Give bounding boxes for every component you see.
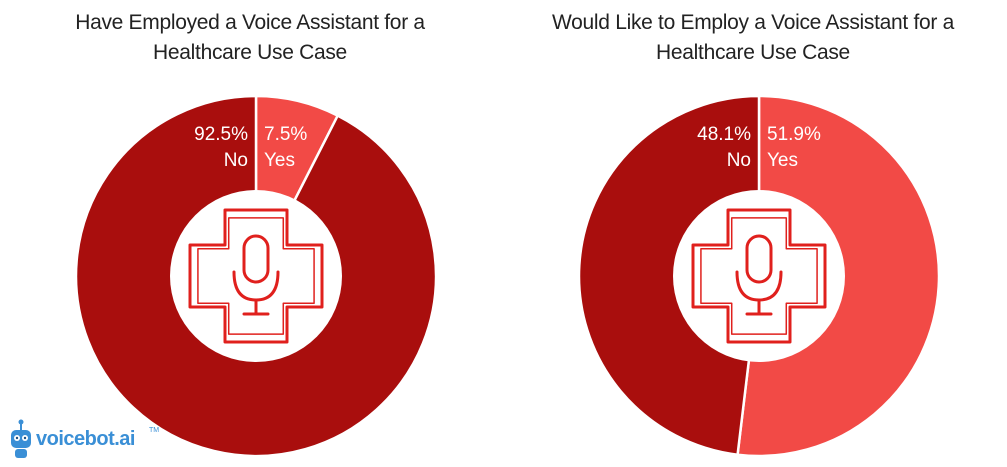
cross-outline bbox=[188, 208, 324, 344]
donut-chart-employed: 7.5% Yes 92.5% No bbox=[74, 94, 438, 458]
data-label-yes: Yes bbox=[264, 150, 295, 171]
mic-capsule bbox=[242, 234, 270, 284]
data-label-no: No bbox=[727, 150, 751, 171]
data-label-yes-percent: 51.9% bbox=[767, 124, 821, 145]
medical-microphone-icon bbox=[691, 208, 827, 344]
medical-microphone-icon bbox=[188, 208, 324, 344]
data-label-no-percent: 92.5% bbox=[194, 124, 248, 145]
chart-panel-would-like: Would Like to Employ a Voice Assistant f… bbox=[503, 0, 1003, 467]
chart-panel-employed: Have Employed a Voice Assistant for a He… bbox=[0, 0, 500, 467]
chart-title-line-2: Healthcare Use Case bbox=[656, 41, 850, 64]
robot-icon bbox=[11, 419, 31, 458]
chart-title-line-1: Would Like to Employ a Voice Assistant f… bbox=[552, 11, 954, 34]
data-label-no: No bbox=[224, 150, 248, 171]
chart-title-line-1: Have Employed a Voice Assistant for a bbox=[75, 11, 425, 34]
chart-title-line-2: Healthcare Use Case bbox=[153, 41, 347, 64]
donut-chart-would-like: 51.9% Yes 48.1% No bbox=[577, 94, 941, 458]
voicebot-logo: voicebot.ai TM bbox=[6, 418, 166, 462]
cross-outline bbox=[691, 208, 827, 344]
cross-inner-outline bbox=[197, 217, 315, 335]
mic-capsule bbox=[745, 234, 773, 284]
chart-title: Have Employed a Voice Assistant for a He… bbox=[0, 8, 500, 68]
chart-title: Would Like to Employ a Voice Assistant f… bbox=[503, 8, 1003, 68]
data-label-yes-percent: 7.5% bbox=[264, 124, 307, 145]
cross-inner-outline bbox=[700, 217, 818, 335]
data-label-no-percent: 48.1% bbox=[697, 124, 751, 145]
logo-text: voicebot.ai bbox=[36, 428, 135, 450]
logo-trademark: TM bbox=[149, 427, 160, 434]
data-label-yes: Yes bbox=[767, 150, 798, 171]
slice-no bbox=[577, 94, 761, 457]
